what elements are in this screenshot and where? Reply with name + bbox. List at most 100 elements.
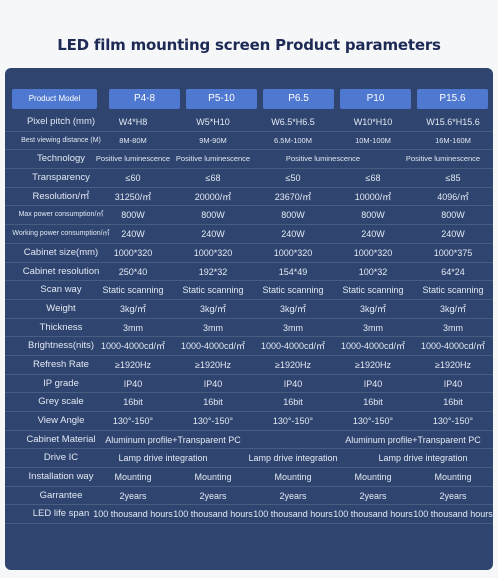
- spec-value: 1000*320: [353, 247, 393, 258]
- spec-label: Cabinet size(mm): [23, 246, 99, 258]
- spec-label: Pixel pitch (mm): [26, 116, 96, 127]
- spec-value: 240W: [361, 229, 385, 240]
- spec-value: 6.5M-100M: [274, 135, 312, 145]
- spec-label: Grey scale: [38, 396, 84, 408]
- spec-value: 1000*375: [433, 247, 473, 258]
- spec-value: 130°-150°: [112, 416, 154, 426]
- spec-row: Transparency ≤60 ≤68 ≤50 ≤68 ≤85: [5, 169, 493, 188]
- spec-value: ≤85: [445, 173, 461, 184]
- spec-row: Cabinet Material Aluminum profile+Transpa…: [5, 431, 493, 450]
- spec-row: Cabinet size(mm) 1000*320 1000*320 1000*320…: [5, 244, 493, 263]
- spec-value: 1000-4000cd/㎡: [100, 341, 166, 352]
- spec-value: 240W: [441, 229, 465, 240]
- spec-label: View Angle: [37, 415, 85, 426]
- spec-value: 16bit: [443, 397, 463, 408]
- spec-label: Working power consumption/㎡: [12, 230, 110, 238]
- spec-value: IP40: [123, 378, 143, 389]
- spec-label: Garrantee: [39, 489, 83, 501]
- spec-value: 130°-150°: [272, 416, 314, 426]
- spec-row: Installation way Mounting Mounting Mounting…: [5, 468, 493, 487]
- spec-value: 1000-4000cd/㎡: [340, 341, 406, 352]
- spec-value: ≤60: [125, 173, 141, 184]
- spec-value: ≥1920Hz: [435, 359, 471, 370]
- model-p4-8: P4-8: [109, 89, 180, 109]
- spec-label: Technology: [36, 153, 86, 165]
- spec-panel: Product Model P4-8 P5-10 P6.5 P10 P15.6 …: [5, 68, 493, 570]
- spec-value: 9M-90M: [199, 135, 227, 145]
- spec-value: 100 thousand hours: [173, 509, 253, 520]
- spec-value: 3kg/㎡: [279, 303, 306, 314]
- spec-value: Positive luminescence: [95, 154, 171, 164]
- spec-value: Mounting: [274, 472, 312, 483]
- spec-row: Refresh Rate ≥1920Hz ≥1920Hz ≥1920Hz ≥1920Hz…: [5, 356, 493, 375]
- spec-value: 3mm: [443, 322, 463, 333]
- spec-value: 3mm: [123, 322, 143, 333]
- spec-value: Lamp drive integration: [378, 453, 468, 464]
- spec-value: 2years: [359, 490, 387, 501]
- spec-value: ≥1920Hz: [195, 359, 231, 370]
- spec-value: 240W: [201, 229, 225, 240]
- spec-value: 3kg/㎡: [119, 303, 146, 314]
- spec-value: 3kg/㎡: [199, 303, 226, 314]
- spec-label: Refresh Rate: [33, 358, 89, 370]
- spec-value: 3mm: [363, 322, 383, 333]
- spec-label: Drive IC: [43, 452, 79, 464]
- spec-value: W15.6*H15.6: [426, 117, 480, 127]
- spec-value: Mounting: [194, 472, 232, 483]
- spec-value: 100 thousand hours: [93, 509, 173, 520]
- spec-value: W5*H10: [196, 117, 230, 127]
- spec-value: 64*24: [441, 266, 465, 277]
- spec-value: 20000/㎡: [194, 191, 232, 202]
- spec-value: 10000/㎡: [354, 191, 392, 202]
- spec-value: 1000*320: [193, 247, 233, 258]
- spec-label: IP grade: [43, 377, 79, 389]
- spec-value: 130°-150°: [192, 416, 234, 426]
- spec-row: Max power consumption/㎡ 800W 800W 800W 800W 8…: [5, 206, 493, 226]
- model-p6-5: P6.5: [263, 89, 334, 109]
- spec-value: 2years: [199, 490, 227, 501]
- spec-row: LED life span 100 thousand hours 100 thous…: [5, 505, 493, 525]
- spec-label: Resolution/㎡: [32, 190, 90, 202]
- spec-value: W4*H8: [118, 117, 148, 127]
- spec-value: 16bit: [123, 397, 143, 408]
- spec-label: Best viewing distance (M): [21, 136, 101, 144]
- spec-value: ≥1920Hz: [355, 359, 391, 370]
- spec-value: 100 thousand hours: [333, 509, 413, 520]
- spec-label: Installation way: [28, 471, 94, 483]
- spec-value: 3kg/㎡: [439, 303, 466, 314]
- spec-value: 10M-100M: [355, 135, 391, 145]
- spec-value: IP40: [283, 378, 303, 389]
- spec-value: Mounting: [114, 472, 152, 483]
- spec-value: 16bit: [283, 397, 303, 408]
- spec-value: Static scanning: [262, 285, 324, 296]
- spec-row: Weight 3kg/㎡ 3kg/㎡ 3kg/㎡ 3kg/㎡ 3kg/㎡: [5, 300, 493, 319]
- spec-value: 2years: [439, 490, 467, 501]
- spec-value: ≤68: [365, 173, 381, 184]
- spec-value: IP40: [443, 378, 463, 389]
- product-model-header: Product Model: [12, 89, 97, 109]
- model-p15-6: P15.6: [417, 89, 488, 109]
- spec-value: 800W: [361, 210, 385, 221]
- spec-value: Static scanning: [342, 285, 404, 296]
- spec-value: Static scanning: [422, 285, 484, 296]
- spec-row: Best viewing distance (M) 8M-80M 9M-90M 6.5…: [5, 132, 493, 151]
- spec-label: LED life span: [32, 508, 90, 520]
- spec-value: 800W: [441, 210, 465, 221]
- spec-table: Product Model P4-8 P5-10 P6.5 P10 P15.6 …: [5, 87, 493, 525]
- spec-row: Thickness 3mm 3mm 3mm 3mm 3mm: [5, 319, 493, 338]
- spec-value: 1000*320: [273, 247, 313, 258]
- spec-label: Transparency: [32, 172, 90, 184]
- spec-value: Aluminum profile+Transparent PC: [105, 434, 241, 445]
- spec-label: Scan way: [40, 284, 82, 296]
- spec-value: Mounting: [434, 472, 472, 483]
- spec-row: Garrantee 2years 2years 2years 2years 2years: [5, 487, 493, 506]
- spec-row: View Angle 130°-150° 130°-150° 130°-150° 130…: [5, 412, 493, 431]
- spec-value: 1000-4000cd/㎡: [180, 341, 246, 352]
- spec-row: Resolution/㎡ 31250/㎡ 20000/㎡ 23670/㎡ 10000/㎡…: [5, 188, 493, 207]
- spec-value: Static scanning: [182, 285, 244, 296]
- spec-value: ≤50: [285, 173, 301, 184]
- spec-value: W6.5*H6.5: [271, 117, 315, 127]
- spec-value: 3mm: [283, 322, 303, 333]
- spec-value: 16M-160M: [435, 135, 471, 145]
- spec-value: IP40: [363, 378, 383, 389]
